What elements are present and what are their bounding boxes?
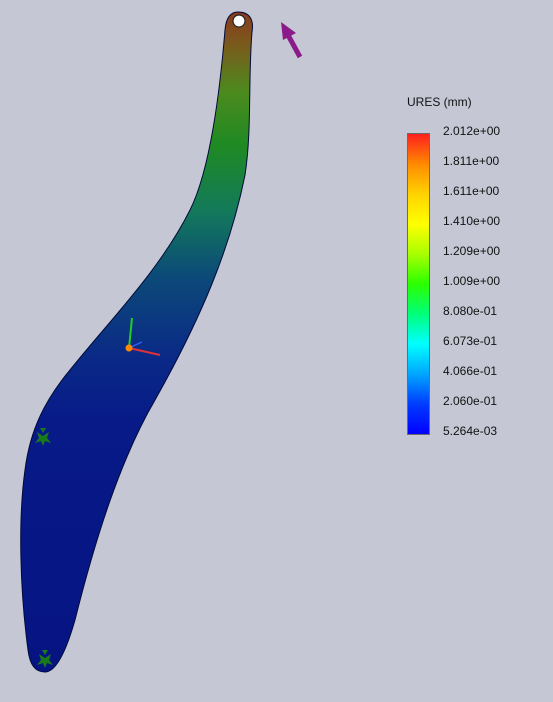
legend-tick-label: 1.209e+00 xyxy=(443,244,501,258)
fixture-icon[interactable] xyxy=(37,650,53,668)
legend-tick-label: 1.009e+00 xyxy=(443,274,501,288)
legend-tick-label: 1.811e+00 xyxy=(443,154,500,168)
legend-tick-label: 1.410e+00 xyxy=(443,214,501,228)
legend-tick-label: 8.080e-01 xyxy=(443,304,498,318)
legend-tick-label: 5.264e-03 xyxy=(443,424,498,438)
legend-tick-label: 1.611e+00 xyxy=(443,184,500,198)
deformed-part[interactable] xyxy=(20,11,253,673)
pin-hole xyxy=(232,14,246,28)
legend-tick-label: 2.060e-01 xyxy=(443,394,498,408)
legend-title: URES (mm) xyxy=(407,95,472,109)
legend-tick-label: 4.066e-01 xyxy=(443,364,498,378)
legend-tick-label: 6.073e-01 xyxy=(443,334,498,348)
legend-tick-label: 2.012e+00 xyxy=(443,124,501,138)
legend-colorbar xyxy=(407,133,430,435)
fixture-icon[interactable] xyxy=(35,428,51,446)
coordinate-triad-icon xyxy=(125,317,161,356)
load-arrow-icon[interactable] xyxy=(281,22,303,59)
